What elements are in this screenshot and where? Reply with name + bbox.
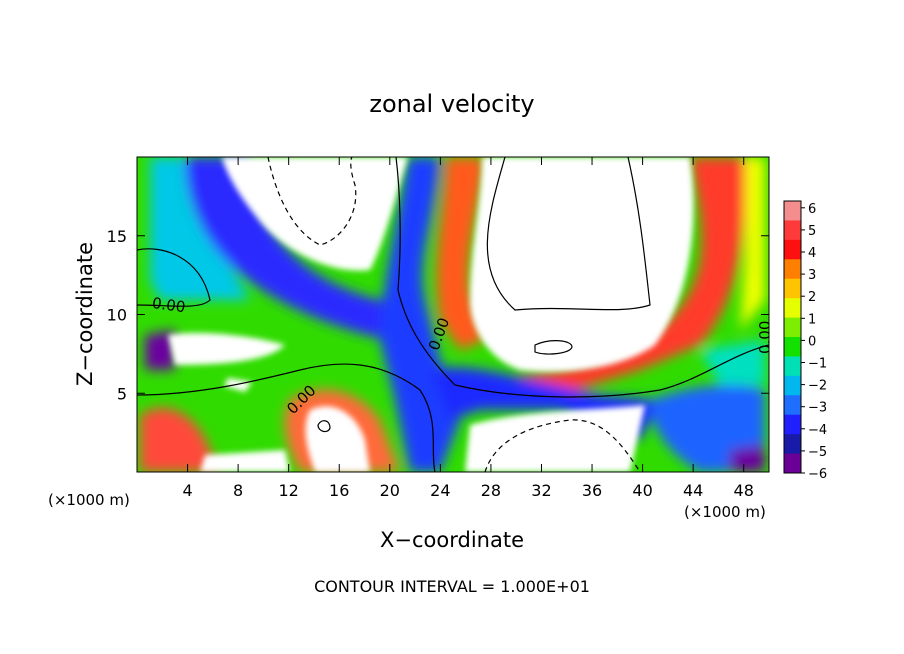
colorbar-label: −1 — [808, 357, 827, 372]
positive-patch-lower-left — [140, 407, 220, 472]
x-tick-label: 44 — [683, 481, 703, 500]
negative-band-upper-left — [185, 157, 420, 345]
contour-small-center — [534, 340, 573, 355]
over-range-bottom-center — [465, 405, 645, 472]
x-tick-label: 16 — [329, 481, 349, 500]
colorbar: 6 5 4 3 2 1 0 −1 −2 −3 −4 −5 −6 — [783, 200, 827, 482]
y-tick-label: 15 — [107, 227, 127, 246]
y-tick-label: 5 — [117, 384, 127, 403]
contour-label: 0.00 — [151, 294, 187, 316]
colorbar-swatch — [784, 278, 801, 299]
y-tick-label: 10 — [107, 306, 127, 325]
over-range-left — [168, 333, 285, 365]
colorbar-swatch — [784, 434, 801, 455]
positive-band-right — [495, 157, 746, 400]
x-tick-label: 40 — [632, 481, 652, 500]
colorbar-label: −4 — [808, 423, 827, 438]
contour-zero-center — [395, 157, 769, 398]
x-tick-label: 24 — [430, 481, 450, 500]
over-range-bottom-left — [200, 450, 290, 472]
colorbar-label: −3 — [808, 401, 827, 416]
colorbar-label: −2 — [808, 379, 827, 394]
over-range-left-small — [224, 378, 252, 392]
colorbar-swatch — [784, 414, 801, 435]
colorbar-swatch — [784, 356, 801, 377]
y-axis: 5 10 15 — [107, 227, 769, 403]
x-unit-left: (×1000 m) — [48, 491, 130, 509]
contour-small-lower — [317, 420, 331, 433]
colorbar-swatch — [784, 375, 801, 396]
x-unit-right: (×1000 m) — [684, 503, 766, 521]
colorbar-label: 5 — [808, 224, 816, 239]
colorbar-swatch — [784, 201, 801, 221]
colorbar-label: 3 — [808, 268, 816, 283]
contour-zero-mid — [137, 363, 436, 472]
contour-label: 0.00 — [756, 321, 774, 354]
x-tick-label: 28 — [481, 481, 501, 500]
colorbar-label: −6 — [808, 467, 827, 482]
colorbar-swatch — [784, 317, 801, 338]
colorbar-label: 4 — [808, 246, 816, 261]
strong-negative-spot-bottom-right — [730, 445, 765, 472]
x-axis: 4 8 12 16 20 24 28 32 36 40 44 48 — [182, 157, 754, 500]
x-tick-label: 48 — [734, 481, 754, 500]
strong-negative-spot-left — [145, 330, 175, 370]
colorbar-swatch — [784, 220, 801, 241]
colorbar-swatch — [784, 337, 801, 357]
contour-zero-right — [486, 157, 651, 311]
colorbar-label: 0 — [808, 334, 816, 349]
contour-dashed-top — [267, 157, 357, 246]
y-axis-label: Z−coordinate — [73, 242, 97, 386]
colorbar-swatch — [784, 395, 801, 416]
x-tick-label: 4 — [182, 481, 192, 500]
colorbar-swatch — [784, 298, 801, 319]
x-tick-label: 20 — [380, 481, 400, 500]
x-tick-label: 12 — [279, 481, 299, 500]
yellow-edge-right — [740, 157, 765, 330]
x-axis-label: X−coordinate — [380, 528, 524, 552]
colorbar-label: 1 — [808, 312, 816, 327]
over-range-top-left — [222, 157, 408, 271]
heatmap-field: 0.00 0.00 0.00 0.00 — [137, 157, 774, 472]
colorbar-swatch — [784, 453, 801, 474]
contour-dashed-bottom — [484, 419, 641, 472]
x-tick-label: 36 — [582, 481, 602, 500]
colorbar-swatch — [784, 259, 801, 280]
chart-title: zonal velocity — [369, 90, 534, 118]
colorbar-swatch — [784, 239, 801, 260]
colorbar-label: 2 — [808, 290, 816, 305]
x-tick-label: 32 — [531, 481, 551, 500]
x-tick-label: 8 — [233, 481, 243, 500]
colorbar-label: 6 — [808, 202, 816, 217]
contour-zero-upper-left — [137, 248, 211, 307]
colorbar-frame — [783, 200, 802, 474]
footer-contour-interval: CONTOUR INTERVAL = 1.000E+01 — [314, 577, 590, 596]
colorbar-label: −5 — [808, 445, 827, 460]
cyan-band-upper-left — [150, 157, 250, 300]
over-range-lower-middle — [305, 406, 370, 472]
